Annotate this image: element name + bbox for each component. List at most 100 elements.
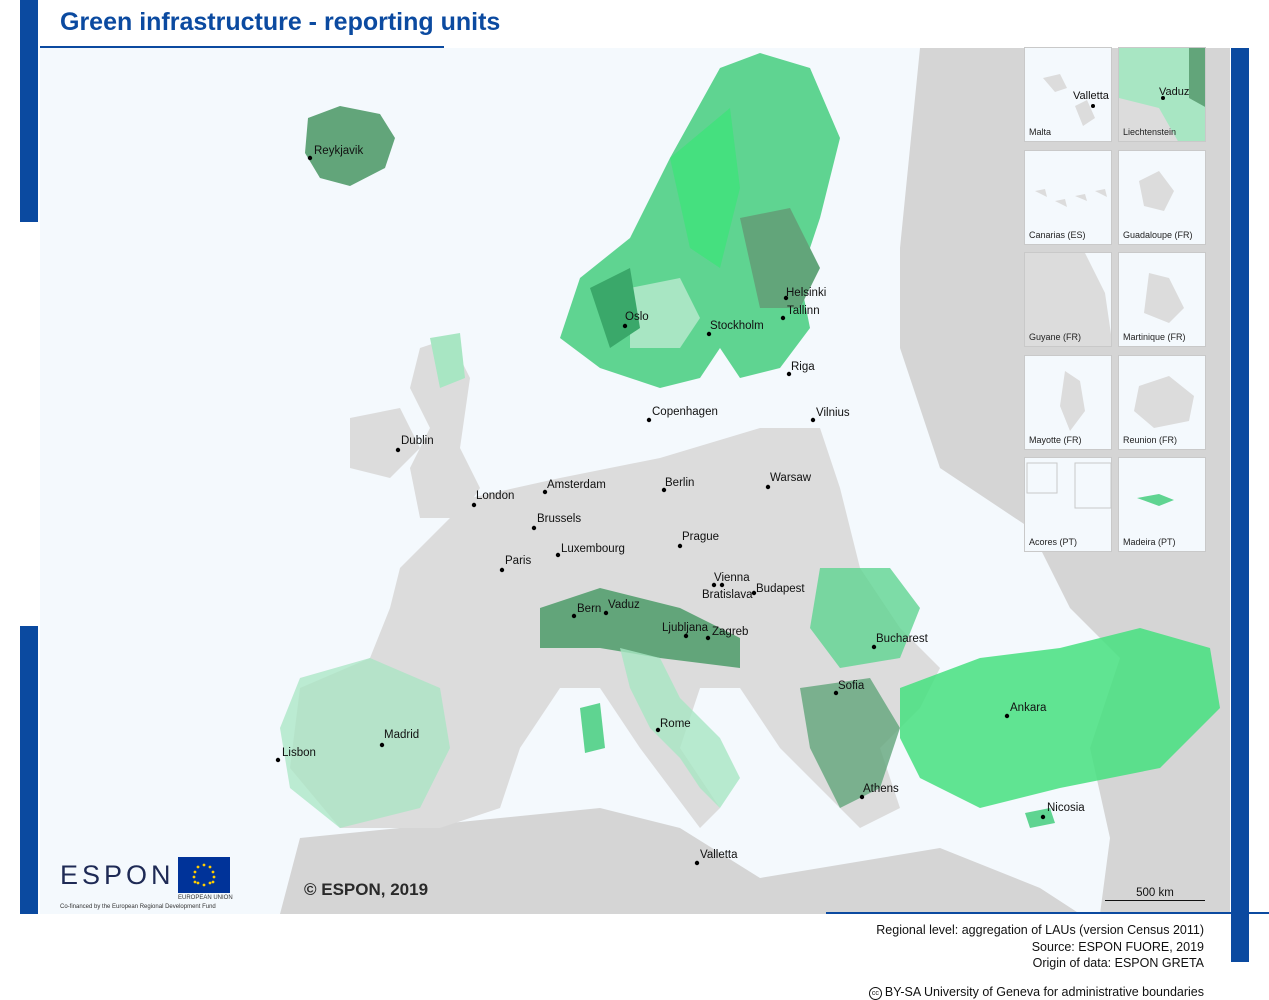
- ireland: [350, 408, 420, 478]
- city-label: Reykjavik: [314, 145, 363, 157]
- scale-bar-label: 500 km: [1136, 887, 1174, 899]
- city-label: Valletta: [700, 849, 738, 861]
- city-label: Nicosia: [1047, 802, 1085, 814]
- sweden-south: [630, 278, 700, 348]
- map-title: Green infrastructure - reporting units: [60, 8, 501, 36]
- alps: [540, 588, 740, 668]
- inset-label: Canarias (ES): [1029, 230, 1086, 240]
- city-marker: [677, 543, 683, 549]
- scale-bar-line: [1105, 900, 1205, 901]
- city-label: Luxembourg: [561, 543, 625, 555]
- city-label: Budapest: [756, 583, 805, 595]
- inset-label: Guadaloupe (FR): [1123, 230, 1193, 240]
- city-marker: [683, 633, 689, 639]
- city-label: Zagreb: [712, 626, 748, 638]
- city-marker: [706, 331, 712, 337]
- city-label: Madrid: [384, 729, 419, 741]
- city-marker: [542, 489, 548, 495]
- inset-liechtenstein: Vaduz Liechtenstein: [1118, 47, 1206, 142]
- city-label: Bern: [577, 603, 601, 615]
- city-marker: [719, 582, 725, 588]
- city-marker: [833, 690, 839, 696]
- source-line: Origin of data: ESPON GRETA: [1032, 956, 1204, 970]
- scale-bar: 500 km: [1105, 887, 1205, 901]
- espon-logo-subtitle: Co-financed by the European Regional Dev…: [60, 904, 216, 910]
- city-marker: [780, 315, 786, 321]
- source-notes: Regional level: aggregation of LAUs (ver…: [876, 922, 1204, 972]
- city-marker: [751, 590, 757, 596]
- city-marker: [661, 487, 667, 493]
- city-label: Sofia: [838, 680, 865, 692]
- map-canvas[interactable]: Reykjavik Helsinki Tallinn Oslo Stockhol…: [40, 48, 1230, 914]
- turkey: [900, 628, 1220, 808]
- city-label: Ankara: [1010, 702, 1047, 714]
- license-text: BY-SA University of Geneva for administr…: [884, 985, 1204, 999]
- city-marker: [555, 552, 561, 558]
- norway-west: [590, 268, 640, 348]
- city-label: Vienna: [714, 572, 750, 584]
- city-label: Stockholm: [710, 320, 764, 332]
- city-label: Warsaw: [770, 472, 812, 484]
- inset-madeira: Madeira (PT): [1118, 457, 1206, 552]
- city-marker: [571, 613, 577, 619]
- cyprus: [1025, 808, 1055, 828]
- inset-mayotte: Mayotte (FR): [1024, 355, 1112, 450]
- city-label: Paris: [505, 555, 531, 567]
- eu-flag-icon: [178, 857, 230, 893]
- source-rule: [826, 912, 1269, 914]
- source-line: Source: ESPON FUORE, 2019: [1031, 939, 1204, 954]
- right-bar: [1231, 48, 1249, 962]
- iceland: [305, 106, 395, 186]
- map-svg: Reykjavik Helsinki Tallinn Oslo Stockhol…: [40, 48, 1230, 914]
- city-label: Helsinki: [786, 287, 826, 299]
- italy: [620, 648, 740, 808]
- city-marker: [783, 295, 789, 301]
- city-marker: [1040, 814, 1046, 820]
- city-label: Prague: [682, 531, 719, 543]
- left-top-bar: [20, 0, 38, 222]
- city-marker: [1004, 713, 1010, 719]
- city-marker: [307, 155, 313, 161]
- iberia: [280, 658, 450, 828]
- inset-malta: Valletta Malta: [1024, 47, 1112, 142]
- inset-label: Madeira (PT): [1123, 537, 1176, 547]
- finland-south: [740, 208, 820, 308]
- inset-canarias: Canarias (ES): [1024, 150, 1112, 245]
- city-markers: Reykjavik Helsinki Tallinn Oslo Stockhol…: [275, 145, 1085, 866]
- city-label: London: [476, 490, 514, 502]
- scotland: [430, 333, 465, 388]
- espon-logo: ESPON: [60, 860, 175, 890]
- inset-city-label: Vaduz: [1159, 86, 1190, 98]
- city-label: Copenhagen: [652, 406, 718, 418]
- license-note: cc BY-SA University of Geneva for adminis…: [868, 985, 1204, 1000]
- eu-label: EUROPEAN UNION: [178, 895, 233, 901]
- romania: [810, 568, 920, 668]
- city-label: Riga: [791, 361, 815, 373]
- inset-guadaloupe: Guadaloupe (FR): [1118, 150, 1206, 245]
- inset-martinique: Martinique (FR): [1118, 252, 1206, 347]
- sweden-north: [670, 108, 740, 268]
- city-marker: [531, 525, 537, 531]
- city-label: Oslo: [625, 311, 649, 323]
- city-marker: [622, 323, 628, 329]
- city-label: Brussels: [537, 513, 581, 525]
- inset-label: Guyane (FR): [1029, 332, 1082, 342]
- city-label: Athens: [863, 783, 899, 795]
- city-marker: [705, 635, 711, 641]
- balkans: [800, 678, 900, 808]
- city-label: Bucharest: [876, 633, 929, 645]
- city-marker: [765, 484, 771, 490]
- city-marker: [499, 567, 505, 573]
- city-label: Ljubljana: [662, 622, 709, 634]
- city-marker: [275, 757, 281, 763]
- left-bottom-bar: [20, 626, 38, 914]
- city-label: Lisbon: [282, 747, 316, 759]
- city-label: Berlin: [665, 477, 694, 489]
- city-marker: [871, 644, 877, 650]
- great-britain: [410, 338, 480, 518]
- city-marker: [603, 610, 609, 616]
- city-label: Bratislava: [702, 589, 753, 601]
- city-marker: [471, 502, 477, 508]
- inset-reunion: Reunion (FR): [1118, 355, 1206, 450]
- inset-acores: Acores (PT): [1024, 457, 1112, 552]
